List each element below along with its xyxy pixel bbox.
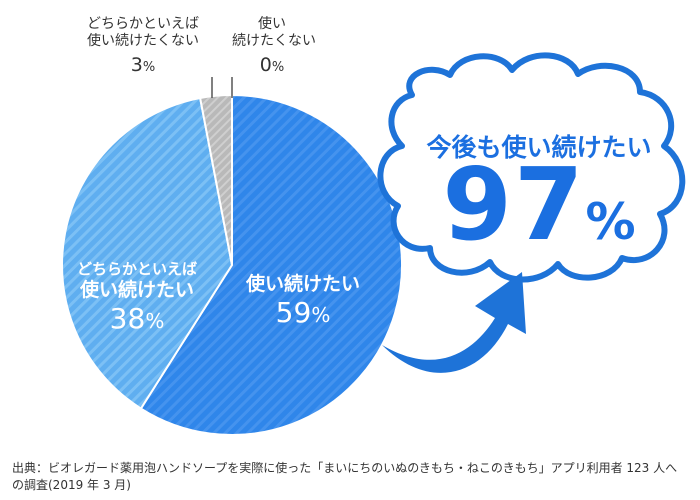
slice-59 bbox=[139, 93, 403, 436]
slice-label-line1: 使い bbox=[258, 16, 286, 32]
slice-label-line2: 続けたくない bbox=[232, 33, 316, 49]
slice-label-38: どちらかといえば 使い続けたい 38% bbox=[62, 260, 212, 338]
slice-value: 0% bbox=[259, 54, 285, 76]
source-note: 出典：ビオレガード薬用泡ハンドソープを実際に使った「まいにちのいぬのきもち・ねこ… bbox=[12, 461, 678, 492]
callout-lines bbox=[211, 77, 233, 98]
slice-label-0: 使い 続けたくない 0% bbox=[232, 16, 316, 81]
callout-value: 97% bbox=[404, 150, 674, 260]
cloud bbox=[377, 52, 686, 283]
cloud-bubble bbox=[377, 52, 686, 283]
callout-unit: % bbox=[585, 193, 636, 251]
callout-number: 97 bbox=[442, 146, 586, 263]
slice-value: 59% bbox=[275, 296, 331, 329]
slice-label-line2: 使い続けたい bbox=[79, 279, 194, 301]
slice-label-line2: 使い続けたくない bbox=[87, 33, 199, 49]
slice-value: 3% bbox=[130, 54, 156, 76]
slice-label-line1: どちらかといえば bbox=[87, 16, 199, 32]
arrow bbox=[382, 272, 526, 373]
slice-label-59: 使い続けたい 59% bbox=[238, 272, 368, 332]
slice-label-text: 使い続けたい bbox=[245, 273, 360, 295]
arrow-icon bbox=[382, 272, 526, 373]
callout-title: 今後も使い続けたい bbox=[426, 133, 652, 162]
slice-38 bbox=[60, 96, 234, 410]
slice-label-3: どちらかといえば 使い続けたくない 3% bbox=[78, 16, 208, 81]
slice-value: 38% bbox=[109, 302, 165, 335]
slice-label-line1: どちらかといえば bbox=[76, 260, 197, 278]
pie-slices bbox=[60, 93, 403, 436]
